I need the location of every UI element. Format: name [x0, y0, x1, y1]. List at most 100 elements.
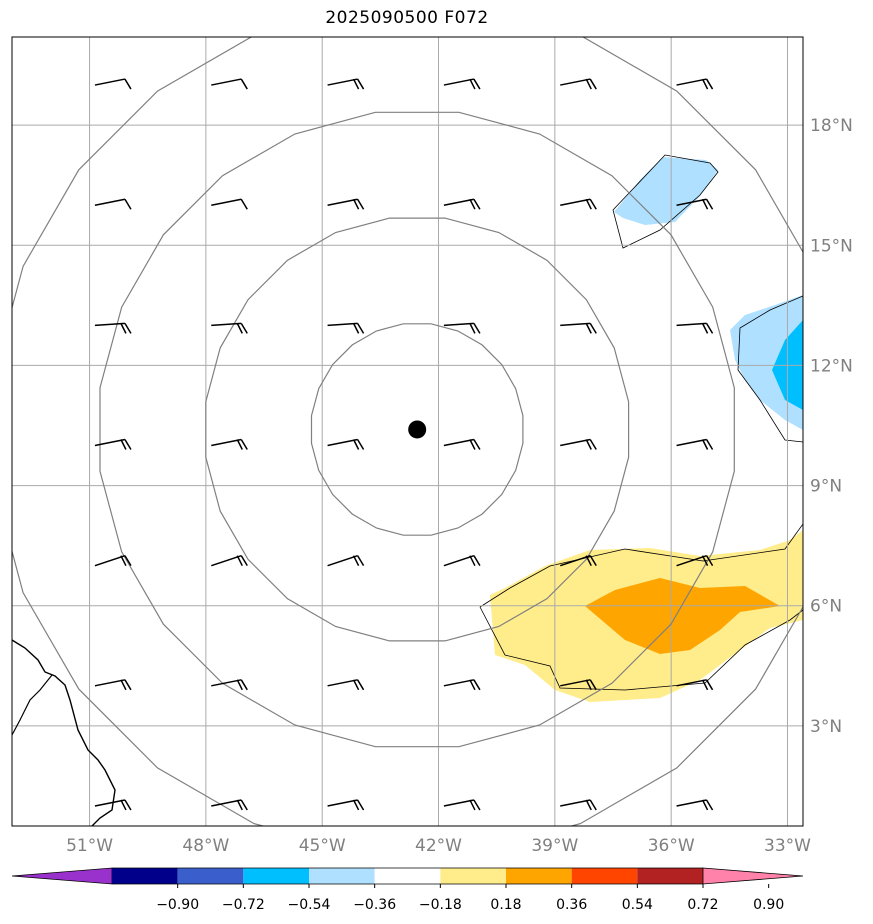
lon-tick-label: 36°W: [648, 836, 695, 856]
barb-flag: [352, 555, 360, 567]
barb-shaft: [94, 198, 126, 206]
colorbar-tick-label: 0.36: [556, 897, 587, 913]
colorbar-extend-low: [11, 867, 113, 885]
wind-barb: [94, 438, 132, 450]
wind-barb: [676, 78, 714, 90]
barb-flag: [356, 799, 365, 811]
barb-flag: [240, 78, 248, 90]
lon-tick-label: 51°W: [66, 836, 113, 856]
barb-flag: [701, 555, 709, 567]
barb-flag: [124, 198, 132, 210]
barb-shaft: [676, 78, 707, 86]
barb-flag: [705, 799, 714, 811]
colorbar-tick-label: −0.72: [222, 897, 265, 913]
barb-shaft: [560, 438, 591, 447]
wind-barb: [676, 198, 714, 210]
barb-flag: [236, 799, 243, 811]
barb-flag: [120, 679, 127, 691]
colorbar-tick-label: 0.72: [687, 897, 718, 913]
lat-tick-label: 3°N: [810, 717, 842, 737]
barb-flag: [473, 78, 481, 90]
barb-flag: [352, 78, 360, 90]
barb-flag: [473, 799, 481, 811]
lat-tick-label: 18°N: [810, 116, 853, 136]
barb-shaft: [94, 78, 126, 86]
lat-tick-label: 12°N: [810, 356, 853, 376]
wind-barb: [94, 799, 132, 811]
lat-tick-label: 15°N: [810, 236, 853, 256]
barb-shaft: [560, 322, 591, 327]
barb-shaft: [327, 799, 358, 807]
wind-barb: [327, 679, 365, 691]
colorbar-segment: [440, 868, 506, 884]
barb-shaft: [211, 198, 242, 206]
barb-flag: [473, 198, 481, 210]
barb-flag: [240, 439, 248, 450]
wind-barb: [211, 799, 248, 811]
barb-flag: [120, 799, 127, 811]
wind-barb: [676, 554, 714, 567]
storm-center-dot: [408, 420, 427, 439]
barb-flag: [469, 439, 476, 450]
lon-tick-label: 45°W: [299, 836, 346, 856]
lon-tick-label: 39°W: [531, 836, 578, 856]
barb-flag: [236, 323, 243, 334]
barb-flag: [705, 555, 714, 567]
barb-shaft: [211, 554, 242, 567]
barb-flag: [589, 799, 597, 811]
colorbar-segment: [112, 868, 178, 884]
range-ring: [310, 323, 524, 536]
barb-shaft: [327, 554, 358, 567]
barb-shaft: [211, 799, 242, 807]
barb-flag: [240, 555, 248, 567]
barb-flag: [473, 555, 481, 567]
barb-flag: [585, 439, 592, 450]
barb-flag: [124, 439, 132, 450]
wind-barb: [443, 438, 481, 450]
barb-flag: [120, 439, 127, 450]
barb-shaft: [443, 799, 475, 807]
colorbar-segment: [243, 868, 309, 884]
barb-shaft: [327, 438, 358, 447]
barb-flag: [705, 78, 714, 90]
wind-barb: [211, 78, 248, 90]
lat-tick-label: 6°N: [810, 597, 842, 617]
barb-flag: [469, 679, 476, 691]
barb-shaft: [327, 78, 358, 86]
colorbar-segment: [506, 868, 572, 884]
wind-barb: [327, 322, 365, 334]
barb-shaft: [211, 679, 242, 687]
barb-flag: [589, 555, 597, 567]
barb-flag: [236, 679, 243, 691]
barb-flag: [240, 799, 248, 811]
colorbar-tick-label: 0.54: [622, 897, 653, 913]
contour-line: [479, 523, 803, 608]
wind-barb: [327, 554, 365, 567]
wind-barb: [443, 198, 481, 210]
colorbar: −0.90 −0.72 −0.54 −0.36 −0.18 0.18 0.36 0.54 0.7…: [11, 867, 804, 913]
wind-barb: [327, 799, 365, 811]
wind-barb: [676, 438, 714, 450]
barb-flag: [705, 322, 714, 334]
barb-flag: [585, 198, 592, 210]
range-ring: [12, 37, 803, 826]
lon-tick-label: 42°W: [415, 836, 462, 856]
barb-flag: [589, 439, 597, 450]
barb-flag: [352, 679, 360, 691]
barb-flag: [356, 322, 365, 334]
wind-barb: [443, 679, 481, 691]
barb-shaft: [676, 198, 707, 206]
wind-barb: [676, 322, 714, 334]
barb-shaft: [443, 438, 475, 447]
wind-barb: [327, 198, 365, 210]
wind-barb: [211, 554, 248, 567]
colorbar-tick-label: −0.54: [288, 897, 331, 913]
barb-flag: [124, 555, 132, 567]
barb-flag: [124, 322, 132, 334]
wind-barb: [443, 799, 481, 811]
range-ring: [99, 111, 735, 748]
barb-shaft: [560, 799, 591, 807]
barb-flag: [352, 323, 360, 334]
barb-shaft: [327, 679, 358, 687]
